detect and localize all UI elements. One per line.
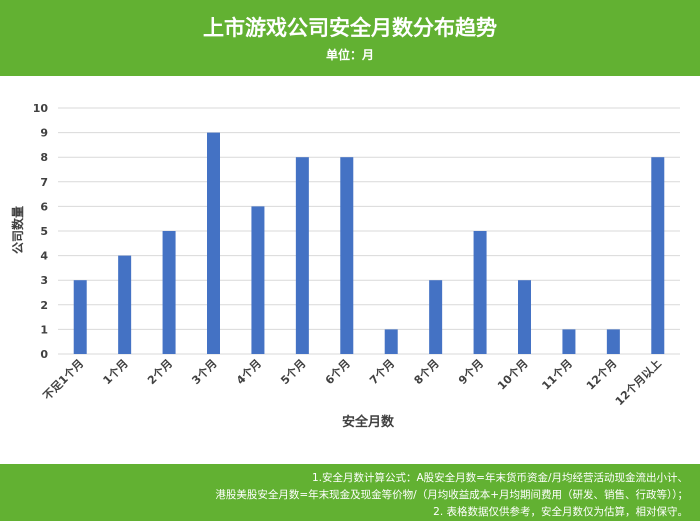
- footer-note-1: 1.安全月数计算公式：A股安全月数=年末货币资金/月均经营活动现金流出小计、: [311, 472, 688, 484]
- chart-subtitle: 单位：月: [325, 48, 374, 62]
- x-tick-label: 3个月: [189, 356, 220, 387]
- x-tick-label: 11个月: [539, 356, 575, 392]
- y-tick-label: 0: [40, 348, 48, 361]
- x-tick-label: 10个月: [494, 356, 530, 392]
- x-tick-label: 12个月: [583, 356, 619, 392]
- y-tick-label: 7: [40, 176, 48, 189]
- bar: [118, 255, 132, 354]
- x-tick-label: 12个月以上: [612, 356, 664, 408]
- y-axis-label: 公司数量: [10, 206, 25, 254]
- bar: [562, 329, 576, 354]
- x-tick-label: 5个月: [278, 356, 309, 387]
- x-tick-label: 4个月: [233, 356, 264, 387]
- x-tick-label: 2个月: [144, 356, 175, 387]
- y-tick-label: 1: [40, 323, 48, 336]
- x-tick-label: 8个月: [411, 356, 442, 387]
- x-tick-label: 1个月: [100, 356, 131, 387]
- bar: [162, 231, 176, 354]
- footer-note-3: 2. 表格数据仅供参考，安全月数仅为估算，相对保守。: [433, 506, 688, 518]
- bar: [518, 280, 531, 354]
- x-axis-label: 安全月数: [342, 414, 395, 430]
- x-tick-label: 6个月: [322, 356, 353, 387]
- y-tick-label: 9: [40, 127, 48, 140]
- bar-chart: 0 1 2 3 4 5 6 7 8 9 10 不足1个月 1个月 2个月 3个月 4个月 5个月 6个月 7个月 8…: [10, 102, 680, 430]
- x-tick-label: 9个月: [455, 356, 486, 387]
- bar: [473, 231, 487, 354]
- bar: [207, 132, 220, 354]
- bar: [251, 206, 265, 354]
- bar: [340, 157, 354, 354]
- chart-area: 0 1 2 3 4 5 6 7 8 9 10 不足1个月 1个月 2个月 3个月 4个月 5个月 6个月 7个月 8…: [0, 76, 700, 464]
- footer-notes: 1.安全月数计算公式：A股安全月数=年末货币资金/月均经营活动现金流出小计、 港…: [0, 464, 700, 521]
- y-tick-label: 3: [40, 274, 48, 287]
- x-tick-label: 7个月: [366, 356, 397, 387]
- y-tick-label: 2: [40, 299, 48, 312]
- bar: [429, 280, 443, 354]
- y-tick-label: 5: [40, 225, 48, 238]
- y-tick-label: 4: [40, 250, 48, 263]
- header-banner: 上市游戏公司安全月数分布趋势 单位：月: [0, 0, 700, 76]
- y-tick-label: 10: [33, 102, 49, 115]
- bar: [384, 329, 398, 354]
- footer-note-2: 港股美股安全月数=年末现金及现金等价物/（月均收益成本+月均期间费用（研发、销售…: [215, 489, 688, 501]
- y-tick-label: 8: [40, 151, 48, 164]
- y-tick-label: 6: [40, 200, 48, 213]
- bar: [295, 157, 309, 354]
- bar: [606, 329, 620, 354]
- chart-title: 上市游戏公司安全月数分布趋势: [203, 16, 497, 40]
- x-tick-label: 不足1个月: [40, 356, 86, 402]
- bar: [651, 157, 665, 354]
- bar: [73, 280, 87, 354]
